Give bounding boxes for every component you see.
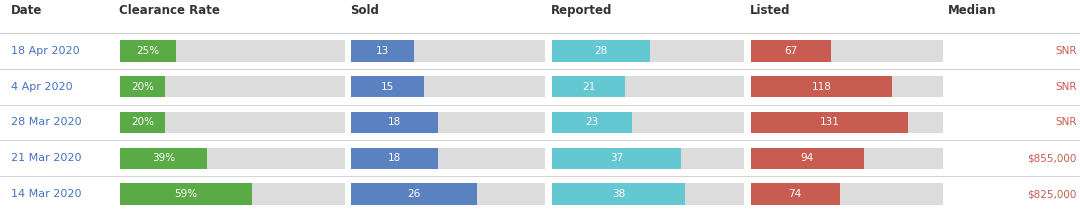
Text: 118: 118 [811, 82, 832, 92]
Bar [751, 148, 943, 169]
Bar [552, 183, 744, 205]
Bar [751, 183, 943, 205]
Bar [751, 112, 908, 133]
Text: 39%: 39% [152, 153, 175, 163]
Text: SNR: SNR [1055, 117, 1077, 127]
Bar [351, 40, 545, 61]
Bar [552, 148, 681, 169]
Bar [120, 76, 165, 97]
Bar [351, 148, 545, 169]
Bar [552, 40, 744, 61]
Bar [351, 112, 438, 133]
Text: Sold: Sold [350, 4, 379, 17]
Bar [751, 148, 864, 169]
Text: 23: 23 [585, 117, 598, 127]
Text: Reported: Reported [551, 4, 612, 17]
Text: 59%: 59% [175, 189, 198, 199]
Bar [552, 112, 632, 133]
Text: 18 Apr 2020: 18 Apr 2020 [11, 46, 80, 56]
Text: 21: 21 [582, 82, 595, 92]
Text: 13: 13 [376, 46, 389, 56]
Text: 131: 131 [820, 117, 839, 127]
Text: $855,000: $855,000 [1027, 153, 1077, 163]
Bar [751, 40, 832, 61]
Text: $825,000: $825,000 [1027, 189, 1077, 199]
Text: 20%: 20% [131, 82, 153, 92]
Bar [120, 112, 165, 133]
Text: Listed: Listed [750, 4, 791, 17]
Text: 25%: 25% [136, 46, 160, 56]
Text: 18: 18 [388, 117, 402, 127]
Bar [552, 76, 744, 97]
Text: 21 Mar 2020: 21 Mar 2020 [11, 153, 81, 163]
Text: SNR: SNR [1055, 46, 1077, 56]
Bar [751, 183, 839, 205]
Bar [120, 40, 176, 61]
Bar [552, 40, 650, 61]
Bar [751, 40, 943, 61]
Text: 38: 38 [611, 189, 625, 199]
Text: 20%: 20% [131, 117, 153, 127]
Bar [120, 40, 345, 61]
Bar [351, 40, 415, 61]
Text: 26: 26 [407, 189, 421, 199]
Bar [351, 183, 545, 205]
Text: Median: Median [948, 4, 997, 17]
Text: 37: 37 [610, 153, 623, 163]
Bar [351, 76, 545, 97]
Text: Date: Date [11, 4, 42, 17]
Text: 94: 94 [800, 153, 813, 163]
Text: 67: 67 [784, 46, 797, 56]
Bar [351, 148, 438, 169]
Bar [120, 183, 253, 205]
Text: 14 Mar 2020: 14 Mar 2020 [11, 189, 81, 199]
Text: 74: 74 [788, 189, 801, 199]
Bar [751, 112, 943, 133]
Bar [751, 76, 943, 97]
Text: 15: 15 [381, 82, 394, 92]
Bar [552, 148, 744, 169]
Text: 18: 18 [388, 153, 402, 163]
Bar [120, 112, 345, 133]
Bar [552, 76, 625, 97]
Bar [751, 76, 892, 97]
Bar [120, 76, 345, 97]
Text: 4 Apr 2020: 4 Apr 2020 [11, 82, 72, 92]
Bar [351, 76, 423, 97]
Text: 28: 28 [594, 46, 607, 56]
Bar [120, 148, 345, 169]
Text: SNR: SNR [1055, 82, 1077, 92]
Bar [351, 183, 477, 205]
Bar [552, 112, 744, 133]
Text: 28 Mar 2020: 28 Mar 2020 [11, 117, 81, 127]
Bar [351, 112, 545, 133]
Bar [120, 148, 207, 169]
Bar [120, 183, 345, 205]
Bar [552, 183, 685, 205]
Text: Clearance Rate: Clearance Rate [119, 4, 219, 17]
